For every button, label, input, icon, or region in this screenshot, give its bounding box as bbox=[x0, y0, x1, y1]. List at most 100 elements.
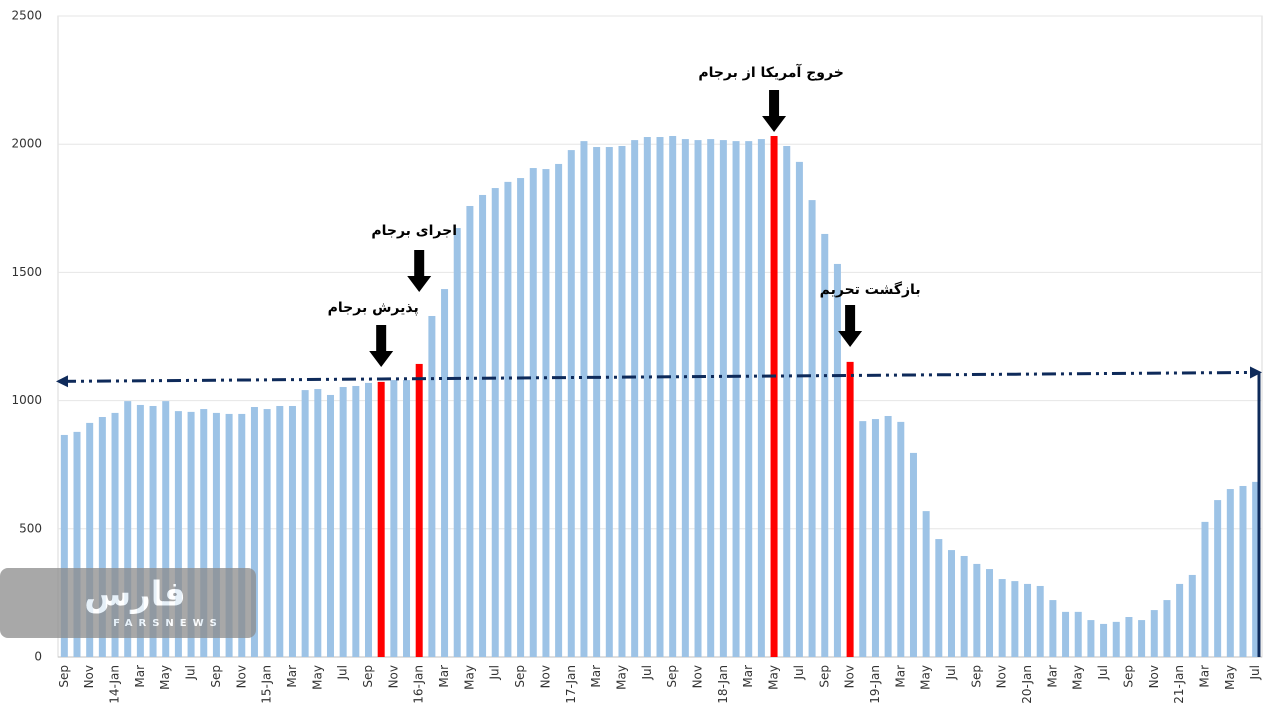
bar bbox=[757, 139, 765, 657]
x-tick-label: Mar bbox=[1045, 665, 1059, 688]
x-tick-label: 14-Jan bbox=[108, 665, 122, 704]
y-tick-label: 1500 bbox=[11, 265, 42, 279]
bar bbox=[352, 385, 360, 657]
bar bbox=[1112, 621, 1120, 657]
bar bbox=[453, 228, 461, 658]
bar bbox=[656, 137, 664, 657]
bar bbox=[555, 163, 563, 657]
x-tick-label: Mar bbox=[893, 665, 907, 688]
x-tick-label: Jul bbox=[792, 665, 806, 680]
bar bbox=[187, 411, 195, 657]
bar bbox=[1252, 481, 1260, 657]
bar bbox=[922, 511, 930, 657]
x-tick-label: Nov bbox=[234, 665, 248, 688]
x-tick-label: 15-Jan bbox=[260, 665, 274, 704]
bar bbox=[669, 135, 677, 658]
annotation: خروج آمریکا از برجام bbox=[698, 63, 843, 81]
x-tick-label: Sep bbox=[969, 665, 983, 688]
bar bbox=[821, 233, 829, 657]
annotation: پذیرش برجام bbox=[328, 300, 419, 316]
bar bbox=[1201, 521, 1209, 657]
y-tick-label: 0 bbox=[34, 650, 42, 664]
bar bbox=[960, 555, 968, 657]
bar bbox=[1100, 623, 1108, 657]
y-tick-label: 1000 bbox=[11, 393, 42, 407]
bar bbox=[909, 452, 917, 657]
x-tick-label: Jul bbox=[1248, 665, 1262, 680]
bar bbox=[1036, 585, 1044, 657]
x-tick-label: May bbox=[462, 665, 476, 690]
x-tick-label: Mar bbox=[437, 665, 451, 688]
x-tick-label: May bbox=[767, 665, 781, 690]
x-tick-label: Sep bbox=[1121, 665, 1135, 688]
x-tick-label: 21-Jan bbox=[1172, 665, 1186, 704]
bar bbox=[986, 569, 994, 657]
bar bbox=[1049, 600, 1057, 657]
x-tick-label: Mar bbox=[741, 665, 755, 688]
x-tick-label: Sep bbox=[817, 665, 831, 688]
x-tick-label: Jul bbox=[336, 665, 350, 680]
x-tick-label: Jul bbox=[1096, 665, 1110, 680]
bar bbox=[1226, 489, 1234, 657]
bar bbox=[276, 405, 284, 657]
x-tick-label: May bbox=[614, 665, 628, 690]
bar bbox=[98, 417, 106, 657]
bar bbox=[694, 140, 702, 657]
bar bbox=[605, 147, 613, 658]
bar bbox=[365, 382, 373, 657]
bar bbox=[1138, 620, 1146, 657]
bar bbox=[301, 390, 309, 657]
watermark-title: فارس bbox=[84, 575, 186, 615]
watermark: فارس FARSNEWS bbox=[0, 568, 256, 638]
bar bbox=[415, 363, 423, 657]
x-tick-label: Jul bbox=[944, 665, 958, 680]
annotation: اجرای برجام bbox=[371, 223, 457, 239]
x-tick-label: 19-Jan bbox=[868, 665, 882, 704]
bar bbox=[707, 139, 715, 657]
x-tick-label: Nov bbox=[1147, 665, 1161, 688]
bar bbox=[846, 361, 854, 657]
annotation: بازگشت تحریم bbox=[820, 281, 921, 298]
x-tick-label: Jul bbox=[184, 665, 198, 680]
bar bbox=[428, 315, 436, 657]
bar bbox=[833, 263, 841, 657]
bar bbox=[377, 381, 385, 657]
bar bbox=[593, 147, 601, 658]
watermark-subtitle: FARSNEWS bbox=[113, 618, 223, 629]
x-tick-label: Nov bbox=[386, 665, 400, 688]
bar bbox=[504, 181, 512, 657]
bar bbox=[681, 139, 689, 657]
bar bbox=[1062, 611, 1070, 657]
bar bbox=[1024, 583, 1032, 657]
x-tick-label: Nov bbox=[82, 665, 96, 688]
bar bbox=[618, 145, 626, 657]
bar bbox=[795, 161, 803, 657]
x-tick-label: Mar bbox=[285, 665, 299, 688]
bar bbox=[783, 145, 791, 657]
bar bbox=[947, 550, 955, 657]
bar bbox=[745, 141, 753, 658]
bar bbox=[935, 539, 943, 657]
bar bbox=[732, 141, 740, 658]
bar bbox=[479, 194, 487, 657]
watermark-box bbox=[0, 568, 256, 638]
bar bbox=[973, 563, 981, 657]
bar bbox=[200, 409, 208, 657]
x-tick-label: Sep bbox=[361, 665, 375, 688]
bar bbox=[770, 135, 778, 658]
bar bbox=[466, 205, 474, 657]
x-tick-label: Nov bbox=[995, 665, 1009, 688]
bar bbox=[314, 389, 322, 657]
bar bbox=[491, 188, 499, 657]
bar bbox=[808, 200, 816, 657]
bar bbox=[631, 140, 639, 657]
bar bbox=[1087, 620, 1095, 657]
x-tick-label: Mar bbox=[589, 665, 603, 688]
x-tick-label: Sep bbox=[209, 665, 223, 688]
bar bbox=[390, 380, 398, 657]
bar bbox=[339, 387, 347, 657]
bar bbox=[1163, 600, 1171, 657]
bar bbox=[1176, 583, 1184, 657]
x-tick-label: May bbox=[919, 665, 933, 690]
annotation-arrow bbox=[762, 90, 787, 132]
